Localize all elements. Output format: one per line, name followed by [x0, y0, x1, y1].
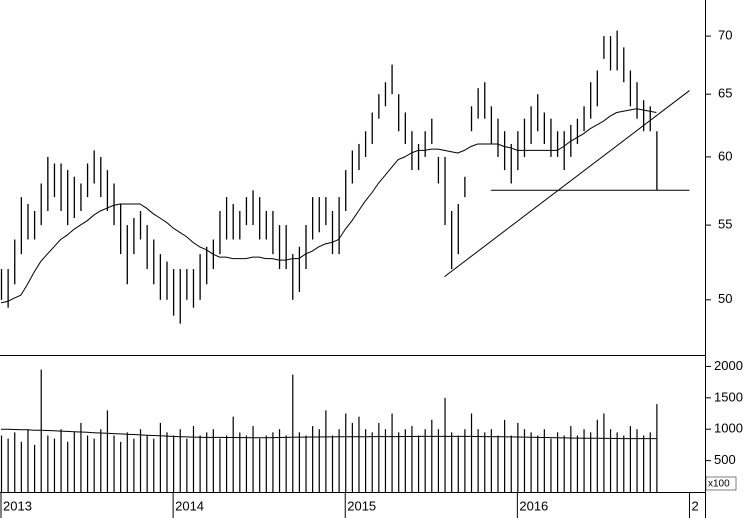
unit-label: x100 — [708, 479, 730, 490]
y-tick-label: 1000 — [714, 421, 743, 436]
y-tick-label: 70 — [718, 28, 732, 43]
moving-average — [0, 108, 657, 304]
x-tick-label: 2014 — [175, 498, 204, 513]
y-tick-label: 500 — [714, 452, 736, 467]
trend-line — [444, 90, 690, 278]
volume-average — [1, 428, 657, 440]
x-tick-label: 2016 — [519, 498, 548, 513]
y-tick-label: 55 — [718, 217, 732, 232]
y-tick-label: 2000 — [714, 358, 743, 373]
y-tick-label: 65 — [718, 86, 732, 101]
y-tick-label: 50 — [718, 291, 732, 306]
x-tick-label: 2013 — [3, 498, 32, 513]
unit-box — [705, 476, 737, 491]
y-tick-label: 60 — [718, 148, 732, 163]
x-tick-label: 2015 — [347, 498, 376, 513]
x-tick-label: 2 — [691, 498, 698, 513]
y-tick-label: 1500 — [714, 389, 743, 404]
